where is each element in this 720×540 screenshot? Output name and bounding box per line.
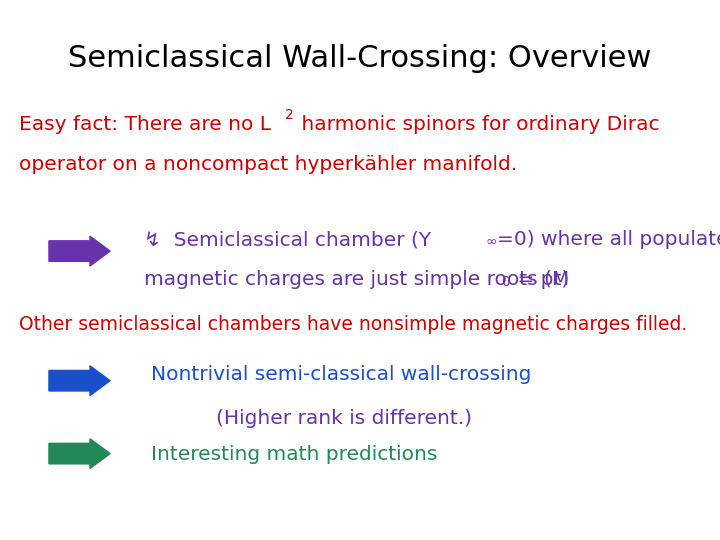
Text: harmonic spinors for ordinary Dirac: harmonic spinors for ordinary Dirac <box>295 115 660 134</box>
FancyArrow shape <box>49 366 110 395</box>
Text: = pt): = pt) <box>511 270 570 289</box>
Text: Nontrivial semi-classical wall-crossing: Nontrivial semi-classical wall-crossing <box>151 364 531 383</box>
Text: ∞: ∞ <box>485 235 497 249</box>
Text: Interesting math predictions: Interesting math predictions <box>151 446 438 464</box>
Text: ↯  Semiclassical chamber (Y: ↯ Semiclassical chamber (Y <box>144 230 431 249</box>
Text: (Higher rank is different.): (Higher rank is different.) <box>216 409 472 428</box>
FancyArrow shape <box>49 237 110 266</box>
Text: Easy fact: There are no L: Easy fact: There are no L <box>19 115 271 134</box>
Text: =0) where all populated: =0) where all populated <box>497 230 720 249</box>
Text: 0: 0 <box>501 275 510 289</box>
Text: 2: 2 <box>285 108 294 122</box>
Text: operator on a noncompact hyperkähler manifold.: operator on a noncompact hyperkähler man… <box>19 155 518 174</box>
Text: Other semiclassical chambers have nonsimple magnetic charges filled.: Other semiclassical chambers have nonsim… <box>19 315 688 334</box>
Text: magnetic charges are just simple roots (M: magnetic charges are just simple roots (… <box>144 270 570 289</box>
Text: Semiclassical Wall-Crossing: Overview: Semiclassical Wall-Crossing: Overview <box>68 44 652 73</box>
FancyArrow shape <box>49 438 110 468</box>
